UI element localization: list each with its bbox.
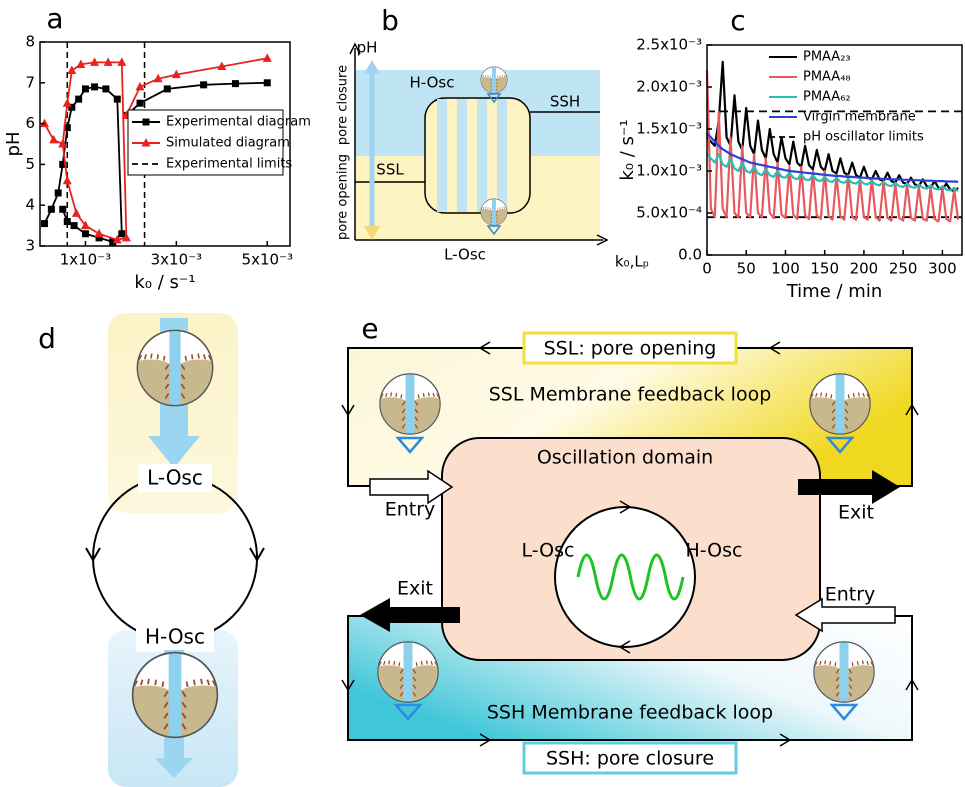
panel-label: d (38, 322, 56, 355)
x-tick-label: 50 (737, 260, 756, 278)
x-tick-label: 150 (810, 260, 839, 278)
y-tick-label: 2.5x10⁻³ (636, 36, 702, 54)
panel-label: b (381, 4, 399, 37)
marker (82, 230, 89, 237)
state-label: SSH (550, 93, 580, 111)
x-axis-label: k₀,Lₚ (615, 253, 649, 271)
page: Figure {"chart_data": [ {"type": "line",… (0, 0, 965, 787)
arrow-head (364, 60, 380, 74)
legend-label: Experimental limits (166, 157, 292, 172)
marker (48, 206, 55, 213)
cycle-circle (555, 507, 695, 647)
x-tick-label: 300 (928, 260, 957, 278)
y-tick-label: 6 (25, 114, 35, 132)
x-tick-label: 200 (850, 260, 879, 278)
marker (137, 100, 144, 107)
legend-label: PMAA₄₈ (803, 70, 851, 85)
y-tick-label: 3 (25, 237, 35, 255)
marker (72, 208, 81, 217)
legend-label: Simulated diagram (166, 136, 290, 151)
marker (91, 83, 98, 90)
panel-e: e SSL: pore opening SSH: pore closure SS… (342, 312, 918, 773)
marker (164, 85, 171, 92)
y-tick-label: 4 (25, 196, 35, 214)
y-tick-label: 5 (25, 155, 35, 173)
x-tick-label: 3x10⁻³ (151, 251, 202, 269)
x-tick-label: 5x10⁻³ (242, 251, 293, 269)
panel-label: c (730, 4, 745, 37)
stripe (497, 99, 507, 212)
marker (64, 218, 71, 225)
y-tick-label: 2.0x10⁻³ (636, 78, 702, 96)
cycle-arrow (86, 548, 264, 560)
state-label: L-Osc (522, 540, 575, 562)
panel-label: a (46, 2, 63, 35)
marker (63, 98, 72, 107)
marker (55, 189, 62, 196)
body: b pore opening pore closure pH k₀,Lₚ H-O… (0, 0, 965, 787)
state-label: L-Osc (444, 246, 486, 264)
marker (102, 85, 109, 92)
marker (75, 96, 82, 103)
panel-label: e (361, 312, 378, 345)
marker (143, 119, 150, 126)
x-tick-label: 1x10⁻³ (60, 251, 111, 269)
arrow-label: Exit (397, 578, 433, 600)
legend-label: PMAA₆₂ (803, 90, 851, 105)
y-tick-label: 0.0 (678, 246, 702, 264)
state-label: H-Osc (686, 540, 743, 562)
panel-b: b pore opening pore closure pH k₀,Lₚ H-O… (336, 4, 650, 271)
legend-label: Experimental diagram (166, 115, 311, 130)
x-axis-label: k₀ / s⁻¹ (134, 272, 195, 293)
marker (118, 230, 125, 237)
y-axis-label: k₀ / s⁻¹ (617, 119, 638, 180)
arrow-label: pore opening (336, 154, 351, 240)
y-tick-label: 1.5x10⁻³ (636, 120, 702, 138)
state-label: L-Osc (147, 466, 203, 490)
y-axis-label: pH (357, 39, 378, 57)
marker (264, 79, 271, 86)
y-tick-label: 7 (25, 73, 35, 91)
y-tick-label: 5.0x10⁻⁴ (636, 204, 702, 222)
state-label: H-Osc (145, 625, 205, 649)
stripe (457, 99, 467, 212)
marker (200, 81, 207, 88)
y-axis-label: pH (3, 132, 24, 157)
y-tick-label: 1.0x10⁻³ (636, 162, 702, 180)
arrow-label: Entry (385, 499, 436, 521)
loop-label: SSH Membrane feedback loop (487, 702, 773, 724)
legend-label: Virgin membrane (803, 110, 916, 125)
figure: b pore opening pore closure pH k₀,Lₚ H-O… (0, 0, 965, 787)
x-tick-label: 250 (889, 260, 918, 278)
marker (95, 229, 104, 238)
state-label: H-Osc (410, 74, 455, 92)
box-label: SSL: pore opening (544, 338, 717, 360)
marker (71, 222, 78, 229)
loop-label: SSL Membrane feedback loop (489, 384, 772, 406)
legend-label: pH oscillator limits (803, 130, 924, 145)
marker (59, 206, 66, 213)
x-tick-label: 100 (771, 260, 800, 278)
marker (49, 135, 58, 144)
box-label: SSH: pore closure (546, 748, 714, 770)
legend-label: PMAA₂₃ (803, 50, 851, 65)
stripe (437, 99, 447, 212)
arrow-label: pore closure (336, 65, 351, 145)
marker (82, 85, 89, 92)
marker (63, 176, 72, 185)
state-label: SSL (376, 161, 404, 179)
domain-label: Oscillation domain (537, 447, 713, 469)
arrow-label: Entry (825, 584, 876, 606)
marker (114, 96, 121, 103)
x-axis-label: Time / min (786, 281, 883, 302)
y-tick-label: 8 (25, 33, 35, 51)
arrow-label: Exit (838, 502, 874, 524)
marker (263, 53, 272, 62)
marker (232, 80, 239, 87)
panel-d: d L-Osc H-Osc (38, 313, 264, 787)
stripe (477, 99, 487, 212)
marker (67, 66, 76, 75)
marker (41, 220, 48, 227)
x-tick-label: 0 (702, 260, 712, 278)
